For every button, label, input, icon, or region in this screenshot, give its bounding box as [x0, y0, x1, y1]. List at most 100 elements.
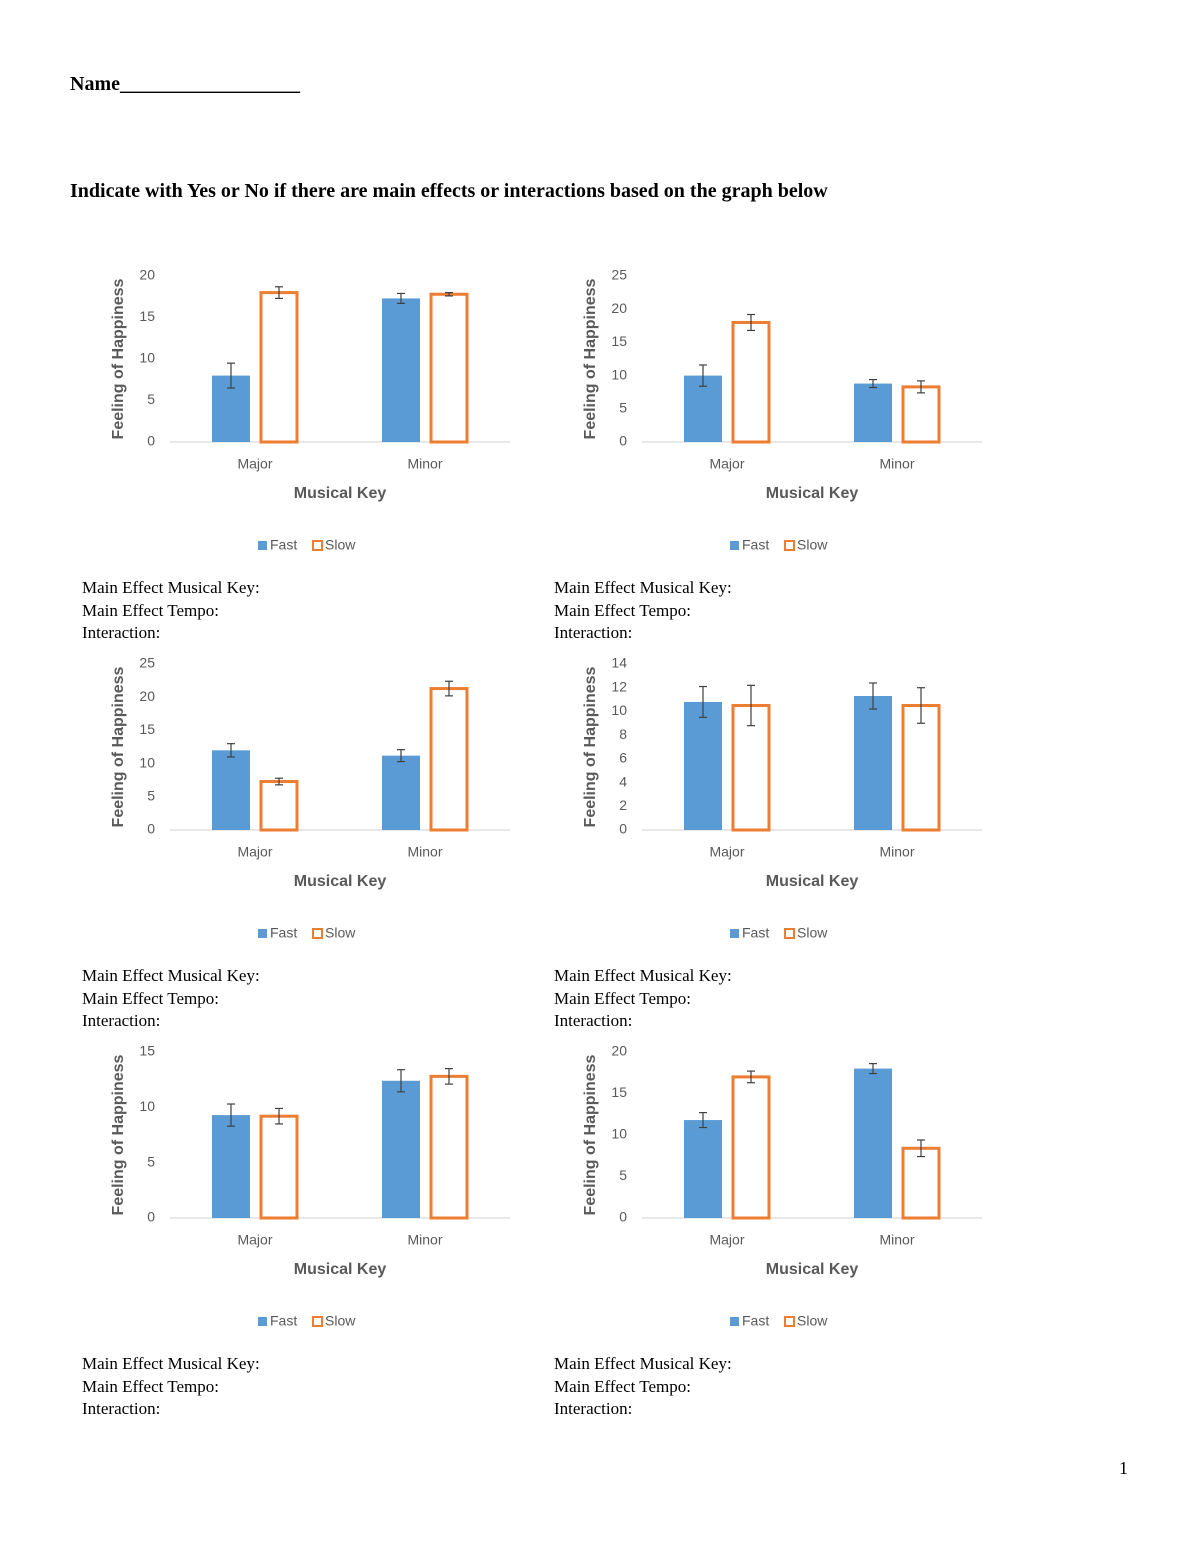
legend-label: Fast	[270, 925, 297, 941]
y-tick-label: 0	[147, 433, 155, 449]
error-bar	[699, 364, 707, 387]
legend-swatch	[258, 541, 267, 550]
x-axis-title: Musical Key	[294, 485, 387, 502]
legend-swatch	[312, 1316, 323, 1327]
bar	[901, 1146, 941, 1220]
page-number: 1	[1119, 1458, 1128, 1478]
y-tick-label: 10	[139, 754, 155, 770]
error-bar	[747, 684, 755, 727]
y-tick-label: 10	[139, 350, 155, 366]
bar	[259, 1114, 299, 1220]
y-tick-label: 10	[611, 1126, 627, 1142]
error-bar	[917, 1139, 925, 1158]
x-tick-label: Minor	[879, 1232, 914, 1248]
x-tick-label: Major	[709, 456, 744, 472]
bar	[259, 291, 299, 444]
error-bar	[227, 743, 235, 758]
error-bar	[445, 291, 453, 297]
question-label: Main Effect Tempo:	[554, 988, 691, 1008]
error-bar	[869, 1063, 877, 1075]
question-label: Main Effect Musical Key:	[554, 1354, 732, 1373]
y-tick-label: 20	[611, 1043, 627, 1059]
y-tick-label: 15	[139, 721, 155, 737]
chart: 0 5 10 15 20 Major Minor Feeling of Happiness Mu…	[582, 1043, 982, 1329]
bar	[684, 701, 722, 830]
legend-label: Slow	[325, 1313, 356, 1329]
question-label: Interaction:	[82, 1011, 161, 1030]
chart: 0 5 10 15 Major Minor Feeling of Happiness Musi…	[110, 1043, 510, 1329]
y-tick-label: 0	[619, 433, 627, 449]
question-label: Interaction:	[554, 623, 633, 642]
legend-label: Fast	[270, 537, 297, 553]
y-tick-label: 12	[611, 678, 627, 694]
question-label: Main Effect Tempo:	[82, 988, 219, 1008]
error-bar	[747, 313, 755, 332]
y-axis-title: Feeling of Happiness	[110, 278, 127, 439]
legend-swatch	[784, 928, 795, 939]
x-tick-label: Major	[237, 1232, 272, 1248]
y-tick-label: 10	[611, 702, 627, 718]
y-tick-label: 2	[619, 797, 627, 813]
error-bar	[227, 362, 235, 389]
x-tick-label: Minor	[407, 1232, 442, 1248]
y-axis-title: Feeling of Happiness	[110, 1054, 127, 1215]
question-label: Main Effect Tempo:	[82, 1376, 219, 1396]
legend-swatch	[258, 929, 267, 938]
legend-swatch	[730, 1317, 739, 1326]
error-bar	[397, 749, 405, 763]
question-label: Main Effect Musical Key:	[82, 1354, 260, 1373]
chart: 0 5 10 15 20 25 Major Minor Feeling of Happiness…	[582, 267, 982, 553]
error-bar	[917, 687, 925, 724]
bar	[429, 1074, 469, 1220]
y-tick-label: 5	[147, 391, 155, 407]
y-tick-label: 4	[619, 773, 627, 789]
y-tick-label: 15	[139, 308, 155, 324]
question-label: Main Effect Tempo:	[82, 600, 219, 620]
question-label: Main Effect Musical Key:	[82, 578, 260, 597]
legend-label: Slow	[797, 1313, 828, 1329]
legend-swatch	[784, 1316, 795, 1327]
legend-label: Fast	[742, 925, 769, 941]
bar	[901, 704, 941, 832]
legend-label: Slow	[325, 537, 356, 553]
question-label: Interaction:	[554, 1011, 633, 1030]
bar	[731, 320, 771, 444]
error-bar	[699, 685, 707, 718]
instruction: Indicate with Yes or No if there are mai…	[70, 180, 828, 202]
name-label: Name__________________	[70, 73, 300, 95]
bar	[854, 383, 892, 442]
error-bar	[275, 286, 283, 300]
x-tick-label: Major	[237, 844, 272, 860]
x-axis-title: Musical Key	[766, 1261, 859, 1278]
bar	[854, 696, 892, 830]
x-tick-label: Major	[709, 844, 744, 860]
question-label: Main Effect Tempo:	[554, 1376, 691, 1396]
error-bar	[445, 1067, 453, 1085]
error-bar	[699, 1111, 707, 1129]
error-bar	[869, 378, 877, 389]
y-tick-label: 10	[139, 1098, 155, 1114]
bar	[731, 704, 771, 832]
x-tick-label: Minor	[879, 844, 914, 860]
x-axis-title: Musical Key	[766, 485, 859, 502]
bar	[429, 292, 469, 444]
legend-swatch	[312, 540, 323, 551]
legend-label: Fast	[742, 1313, 769, 1329]
question-label: Main Effect Musical Key:	[554, 966, 732, 985]
error-bar	[917, 380, 925, 394]
y-axis-title: Feeling of Happiness	[582, 666, 599, 827]
legend-swatch	[730, 541, 739, 550]
question-label: Main Effect Musical Key:	[554, 578, 732, 597]
y-tick-label: 20	[139, 267, 155, 283]
y-tick-label: 15	[611, 333, 627, 349]
bar	[212, 750, 250, 830]
question-label: Interaction:	[82, 623, 161, 642]
question-label: Interaction:	[82, 1399, 161, 1418]
chart: 0 5 10 15 20 Major Minor Feeling of Happiness Mu…	[110, 267, 510, 553]
error-bar	[227, 1103, 235, 1127]
question-label: Main Effect Musical Key:	[82, 966, 260, 985]
x-tick-label: Major	[237, 456, 272, 472]
y-tick-label: 25	[139, 655, 155, 671]
x-axis-title: Musical Key	[766, 873, 859, 890]
